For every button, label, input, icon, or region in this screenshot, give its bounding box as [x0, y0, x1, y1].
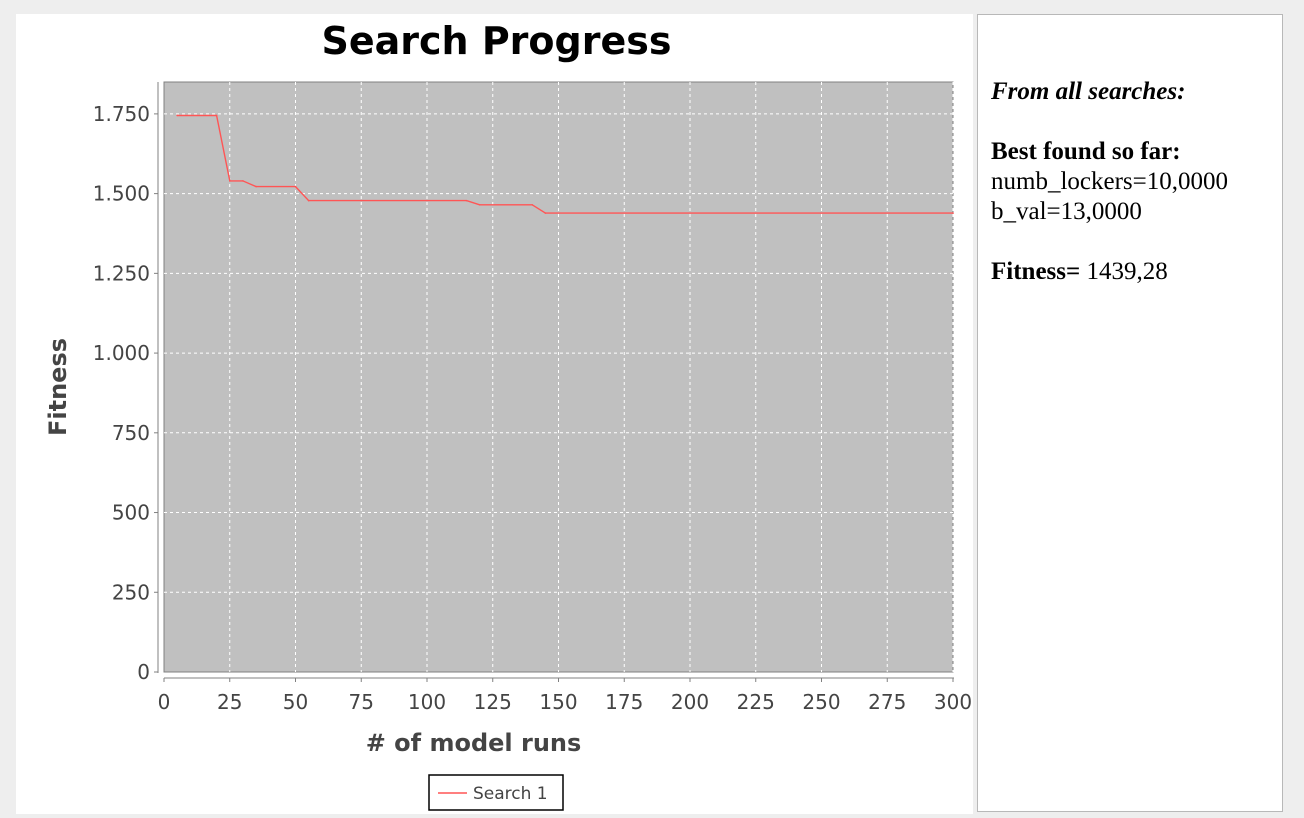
best-found-label: Best found so far: [991, 138, 1181, 165]
data-point [294, 185, 297, 188]
fitness-label: Fitness= [991, 258, 1081, 285]
y-tick-label: 250 [112, 580, 150, 604]
x-tick-label: 300 [934, 690, 972, 714]
data-point [215, 114, 218, 117]
y-axis-label: Fitness [44, 338, 72, 436]
fitness-line: Fitness= 1439,28 [991, 257, 1228, 287]
x-tick-label: 150 [539, 690, 577, 714]
data-point [255, 185, 257, 188]
legend-label: Search 1 [473, 784, 548, 804]
data-point [242, 180, 244, 182]
x-tick-label: 125 [474, 690, 512, 714]
x-tick-label: 0 [158, 690, 171, 714]
data-point [544, 212, 547, 214]
data-point [307, 199, 310, 202]
param-numb-lockers: numb_lockers=10,0000 [991, 168, 1228, 195]
data-point [531, 203, 533, 206]
param-b-val: b_val=13,0000 [991, 198, 1142, 225]
x-tick-label: 100 [408, 690, 446, 714]
y-tick-label: 500 [112, 501, 150, 525]
x-tick-label: 50 [283, 690, 308, 714]
data-point [478, 203, 481, 206]
x-tick-label: 175 [605, 690, 643, 714]
y-tick-label: 1.000 [93, 341, 150, 365]
x-tick-label: 250 [802, 690, 840, 714]
chart-panel: Search Progress 0 250 500 750 1.000 1.250 1.500… [16, 14, 973, 814]
chart-title: Search Progress [322, 19, 672, 63]
x-tick-label: 200 [671, 690, 709, 714]
x-tick-label: 25 [217, 690, 242, 714]
series-line-search-1 [177, 114, 953, 214]
y-tick-label: 1.750 [93, 102, 150, 126]
y-tick-label: 1.500 [93, 182, 150, 206]
y-tick-label: 750 [112, 421, 150, 445]
x-tick-label: 275 [868, 690, 906, 714]
fitness-value: 1439,28 [1080, 258, 1168, 285]
y-tick-label: 0 [137, 660, 150, 684]
y-tick-label: 1.250 [93, 261, 150, 285]
data-point [952, 212, 954, 214]
data-point [228, 180, 231, 182]
data-point [465, 199, 468, 202]
info-heading: From all searches: [991, 78, 1186, 105]
x-axis-label: # of model runs [366, 729, 582, 757]
x-tick-label: 225 [737, 690, 775, 714]
data-point [176, 114, 178, 117]
search-progress-chart: Search Progress02505007501.0001.2501.500… [44, 19, 972, 811]
x-tick-label: 75 [349, 690, 374, 714]
info-panel: From all searches: Best found so far: nu… [977, 14, 1283, 812]
